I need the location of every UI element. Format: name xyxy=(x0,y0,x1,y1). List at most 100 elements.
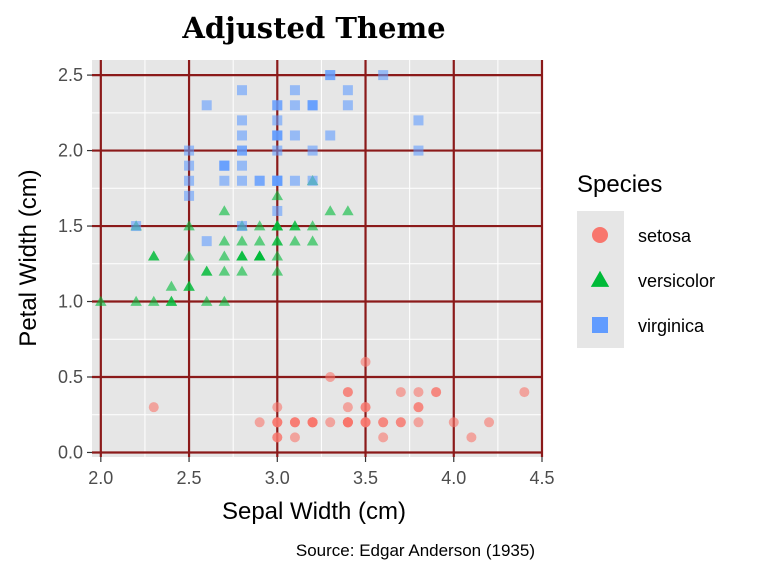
y-tick-label: 0.5 xyxy=(58,367,83,387)
data-point-versicolor xyxy=(218,205,231,216)
data-point-versicolor xyxy=(236,235,248,246)
data-point-virginica xyxy=(307,100,318,111)
data-point-setosa xyxy=(325,371,336,382)
data-point-versicolor xyxy=(271,250,284,261)
data-point-setosa xyxy=(289,417,300,428)
data-point-versicolor xyxy=(218,235,231,246)
data-points xyxy=(95,70,530,443)
x-tick-label: 3.5 xyxy=(353,468,378,488)
data-point-virginica xyxy=(325,70,336,81)
data-point-versicolor xyxy=(95,295,107,306)
data-point-virginica xyxy=(289,85,300,96)
data-point-versicolor xyxy=(271,190,284,201)
series-virginica xyxy=(131,70,424,247)
y-tick-label: 2.5 xyxy=(58,65,83,85)
y-axis: 0.0 0.5 1.0 1.5 2.0 2.5 xyxy=(58,65,92,462)
data-point-virginica xyxy=(272,145,283,156)
data-point-virginica xyxy=(307,175,318,186)
data-point-virginica xyxy=(237,130,247,141)
data-point-setosa xyxy=(448,417,459,428)
y-tick-label: 1.5 xyxy=(58,216,83,236)
data-point-versicolor xyxy=(253,220,266,231)
data-point-versicolor xyxy=(271,220,284,231)
data-point-virginica xyxy=(272,130,283,141)
data-point-versicolor xyxy=(148,295,160,306)
y-tick-label: 1.0 xyxy=(58,292,83,312)
chart-title: Adjusted Theme xyxy=(181,11,445,45)
data-point-versicolor xyxy=(289,220,301,231)
data-point-virginica xyxy=(272,205,283,216)
data-point-versicolor xyxy=(165,280,178,291)
data-point-setosa xyxy=(395,417,406,428)
data-point-virginica xyxy=(184,160,195,171)
data-point-virginica xyxy=(237,85,247,96)
data-point-setosa xyxy=(342,387,353,398)
data-point-virginica xyxy=(237,221,247,232)
x-tick-label: 4.0 xyxy=(441,468,466,488)
x-tick-label: 2.0 xyxy=(88,468,113,488)
legend: Species setosa versicolor virginica xyxy=(577,171,715,348)
minor-grid xyxy=(92,60,542,457)
data-point-virginica xyxy=(307,145,318,156)
legend-label-setosa: setosa xyxy=(638,226,692,246)
data-point-virginica xyxy=(289,100,300,111)
data-point-virginica xyxy=(184,190,195,201)
legend-key-setosa xyxy=(592,227,608,243)
x-tick-label: 4.5 xyxy=(529,468,554,488)
data-point-versicolor xyxy=(306,220,319,231)
legend-key-versicolor xyxy=(590,270,610,287)
data-point-versicolor xyxy=(218,265,231,276)
data-point-virginica xyxy=(413,115,424,126)
data-point-setosa xyxy=(272,432,283,443)
data-point-setosa xyxy=(431,387,442,398)
data-point-virginica xyxy=(325,130,336,141)
data-point-virginica xyxy=(289,130,300,141)
data-point-virginica xyxy=(219,175,230,186)
data-point-versicolor xyxy=(183,220,195,231)
data-point-versicolor xyxy=(218,250,231,261)
caption: Source: Edgar Anderson (1935) xyxy=(296,541,535,560)
data-point-setosa xyxy=(325,417,336,428)
data-point-setosa xyxy=(413,417,424,428)
data-point-virginica xyxy=(342,85,353,96)
data-point-versicolor xyxy=(183,250,195,261)
data-point-virginica xyxy=(289,175,300,186)
data-point-setosa xyxy=(272,402,283,413)
data-point-setosa xyxy=(519,387,530,398)
data-point-virginica xyxy=(184,175,195,186)
data-point-setosa xyxy=(342,402,353,413)
data-point-virginica xyxy=(378,70,389,81)
data-point-setosa xyxy=(342,417,353,428)
y-tick-label: 0.0 xyxy=(58,442,83,462)
data-point-versicolor xyxy=(271,235,284,246)
y-tick-label: 2.0 xyxy=(58,141,83,161)
data-point-virginica xyxy=(272,100,283,111)
data-point-virginica xyxy=(342,100,353,111)
data-point-versicolor xyxy=(253,235,266,246)
plot-panel xyxy=(92,60,542,457)
data-point-versicolor xyxy=(271,265,284,276)
data-point-virginica xyxy=(254,175,265,186)
data-point-virginica xyxy=(272,175,283,186)
data-point-setosa xyxy=(395,387,406,398)
data-point-virginica xyxy=(237,115,247,126)
data-point-setosa xyxy=(360,356,371,367)
data-point-versicolor xyxy=(324,205,336,216)
data-point-versicolor xyxy=(200,295,213,306)
x-tick-label: 2.5 xyxy=(177,468,202,488)
data-point-virginica xyxy=(201,236,212,247)
x-tick-label: 3.0 xyxy=(265,468,290,488)
data-point-virginica xyxy=(237,175,247,186)
series-setosa xyxy=(148,356,530,443)
data-point-setosa xyxy=(360,402,371,413)
data-point-setosa xyxy=(378,432,389,443)
data-point-setosa xyxy=(307,417,318,428)
data-point-virginica xyxy=(413,145,424,156)
data-point-versicolor xyxy=(200,265,213,276)
data-point-versicolor xyxy=(289,235,301,246)
data-point-virginica xyxy=(201,100,212,111)
data-point-setosa xyxy=(413,402,424,413)
data-point-virginica xyxy=(237,145,247,156)
data-point-setosa xyxy=(413,387,424,398)
